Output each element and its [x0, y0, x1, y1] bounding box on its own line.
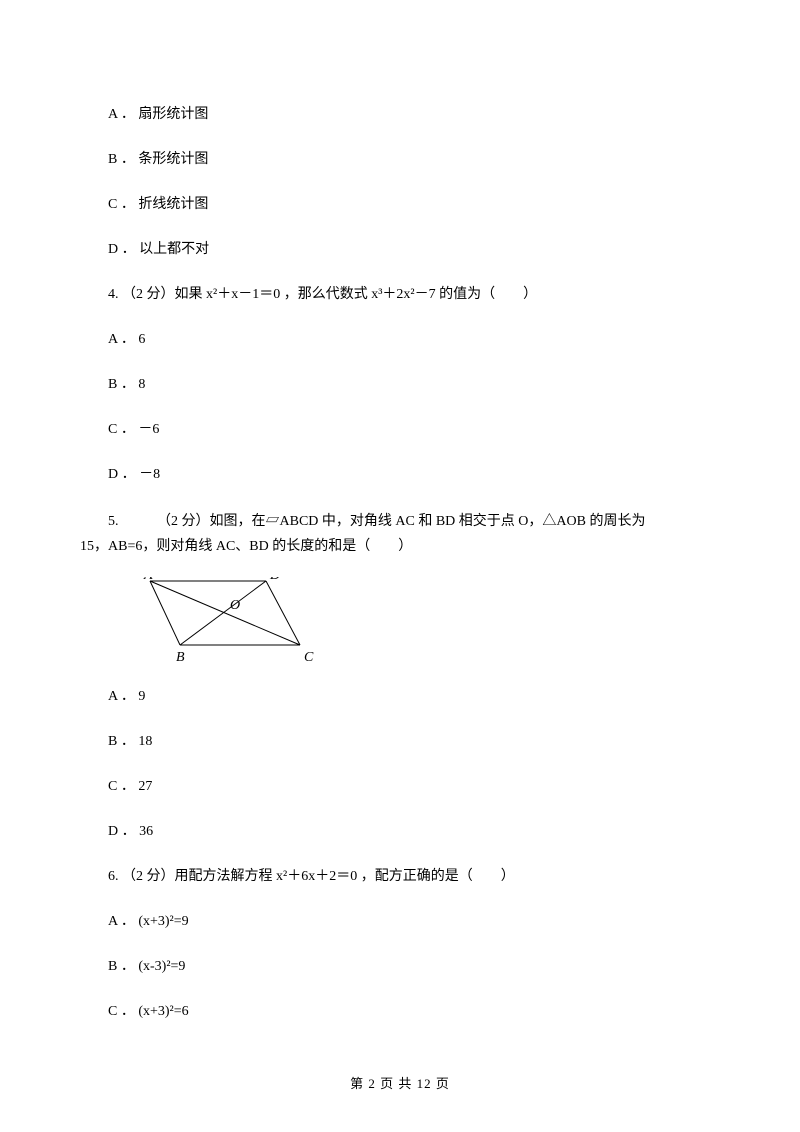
- q6-stem-prefix: 6. （2 分）用配方法解方程: [108, 869, 276, 884]
- q5-option-b: B ． 18: [80, 731, 720, 752]
- svg-text:B: B: [176, 650, 185, 665]
- svg-text:A: A: [143, 577, 153, 583]
- q3-option-c: C ． 折线统计图: [80, 194, 720, 215]
- q4-eq2: x³＋2x²－7: [371, 287, 435, 302]
- q4-option-c: C ． －6: [80, 419, 720, 440]
- svg-text:D: D: [269, 577, 280, 583]
- q4-stem-suffix: 的值为（ ）: [436, 287, 538, 302]
- q5-stem-line1: 5. （2 分）如图，在▱ABCD 中，对角线 AC 和 BD 相交于点 O，△…: [108, 514, 645, 529]
- q5-option-c: C ． 27: [80, 776, 720, 797]
- q4-stem: 4. （2 分）如果 x²＋x－1＝0 ，那么代数式 x³＋2x²－7 的值为（…: [80, 284, 720, 305]
- page-footer: 第 2 页 共 12 页: [0, 1073, 800, 1092]
- q6-option-c: C ． (x+3)²=6: [80, 1001, 720, 1022]
- svg-text:C: C: [304, 650, 314, 665]
- q5-stem-line2: 15，AB=6，则对角线 AC、BD 的长度的和是（ ）: [80, 539, 412, 554]
- q5-diagram: A D B C O: [140, 577, 720, 672]
- q3-option-d: D ． 以上都不对: [80, 239, 720, 260]
- q5-stem: 5. （2 分）如图，在▱ABCD 中，对角线 AC 和 BD 相交于点 O，△…: [80, 509, 720, 559]
- q5-option-a: A ． 9: [80, 686, 720, 707]
- q3-option-a: A ． 扇形统计图: [80, 104, 720, 125]
- q4-option-d: D ． －8: [80, 464, 720, 485]
- q4-stem-prefix: 4. （2 分）如果: [108, 287, 206, 302]
- q6-option-b: B ． (x-3)²=9: [80, 956, 720, 977]
- q6-eq: x²＋6x＋2＝0: [276, 869, 357, 884]
- q4-stem-mid: ，那么代数式: [280, 287, 371, 302]
- q6-option-a: A ． (x+3)²=9: [80, 911, 720, 932]
- q5-option-d: D ． 36: [80, 821, 720, 842]
- svg-text:O: O: [230, 598, 240, 613]
- q3-option-b: B ． 条形统计图: [80, 149, 720, 170]
- q4-option-a: A ． 6: [80, 329, 720, 350]
- q4-eq1: x²＋x－1＝0: [206, 287, 280, 302]
- q6-stem-suffix: ，配方正确的是（ ）: [357, 869, 515, 884]
- q4-option-b: B ． 8: [80, 374, 720, 395]
- q6-stem: 6. （2 分）用配方法解方程 x²＋6x＋2＝0 ，配方正确的是（ ）: [80, 866, 720, 887]
